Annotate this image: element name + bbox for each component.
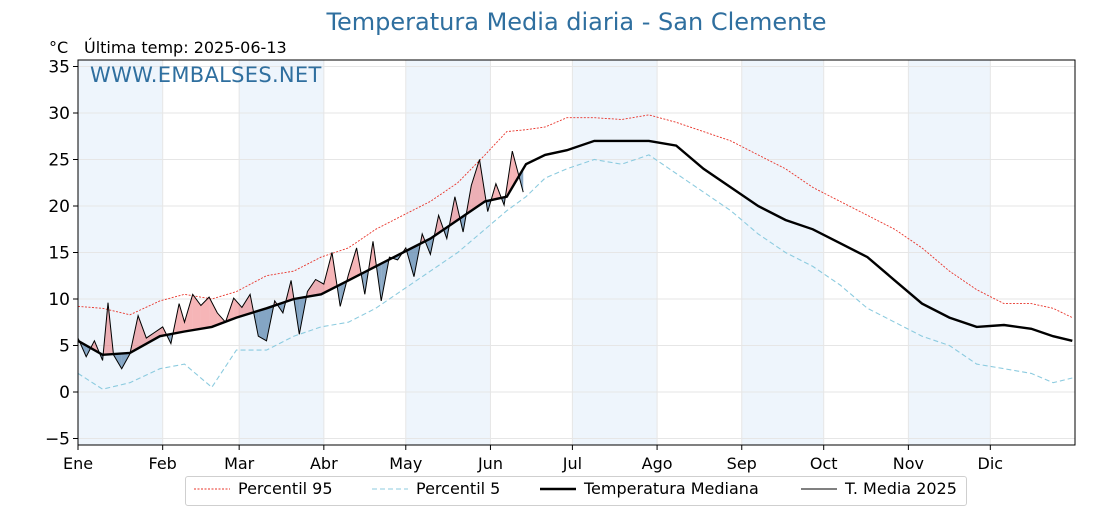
x-tick-label: Mar: [224, 454, 255, 473]
watermark: WWW.EMBALSES.NET: [90, 63, 322, 87]
x-tick-label: Jun: [477, 454, 503, 473]
x-tick-label: Ene: [63, 454, 93, 473]
legend-label-p5: Percentil 5: [416, 479, 500, 498]
x-tick-label: Feb: [149, 454, 177, 473]
y-tick-label: −5: [45, 429, 70, 449]
x-tick-label: Sep: [727, 454, 757, 473]
x-tick-label: May: [389, 454, 422, 473]
y-tick-label: 25: [48, 151, 70, 171]
x-tick-label: Abr: [310, 454, 338, 473]
legend-label-t2025: T. Media 2025: [845, 479, 957, 498]
y-tick-label: 10: [48, 290, 70, 310]
y-tick-label: 30: [48, 104, 70, 124]
y-tick-label: 35: [48, 58, 70, 78]
x-tick-label: Oct: [810, 454, 838, 473]
x-tick-label: Jul: [562, 454, 582, 473]
y-tick-label: 20: [48, 197, 70, 217]
y-tick-label: 0: [59, 383, 70, 403]
legend-label-p95: Percentil 95: [238, 479, 333, 498]
fill-below-median: [258, 308, 266, 341]
x-tick-label: Nov: [893, 454, 924, 473]
legend: Percentil 95 Percentil 5 Temperatura Med…: [185, 476, 967, 506]
y-tick-label: 5: [59, 336, 70, 356]
y-tick-label: 15: [48, 244, 70, 264]
fill-above-median: [209, 297, 217, 327]
legend-label-median: Temperatura Mediana: [584, 479, 759, 498]
x-tick-label: Dic: [978, 454, 1004, 473]
x-tick-label: Ago: [642, 454, 673, 473]
